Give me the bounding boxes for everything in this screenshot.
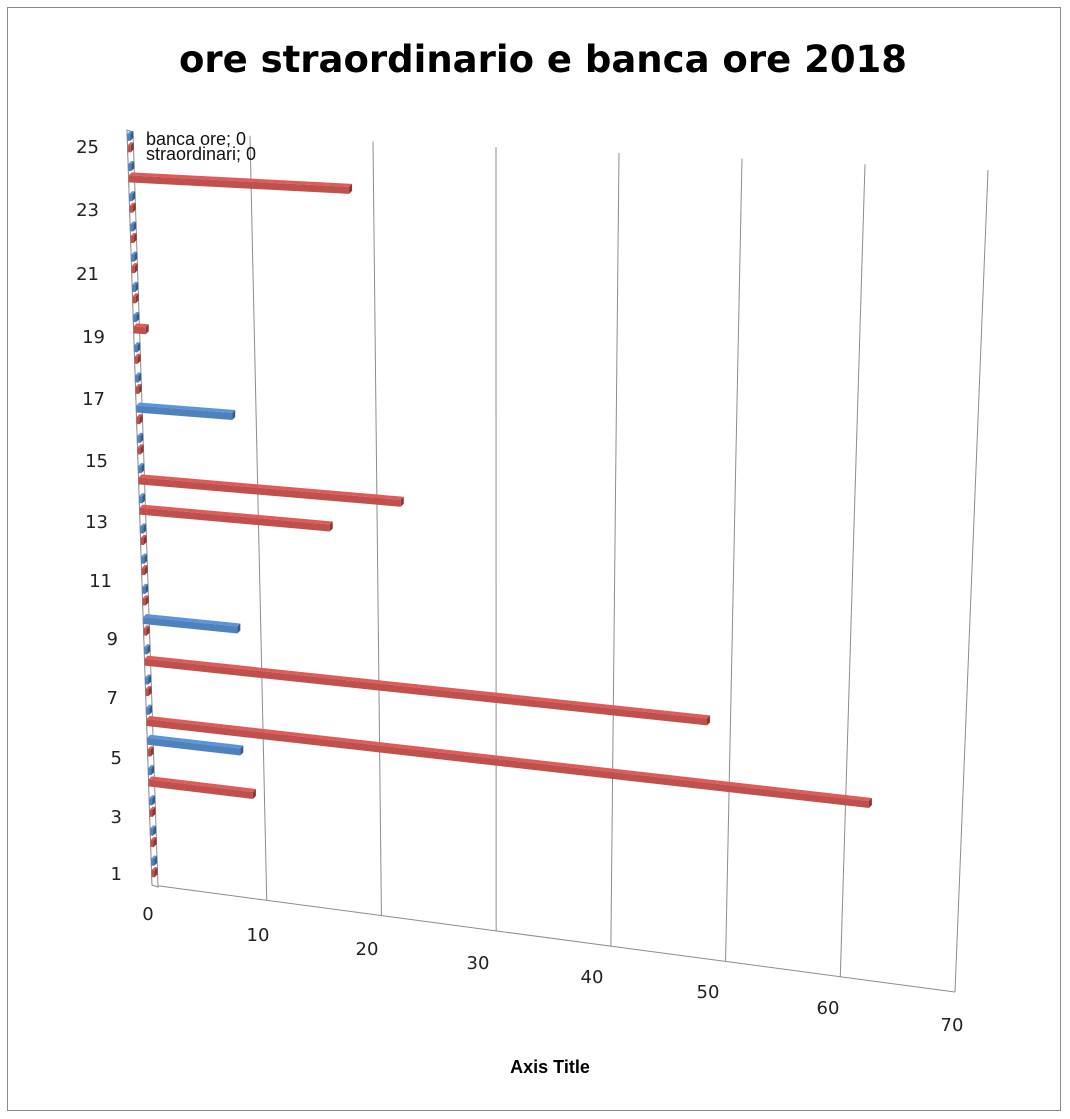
bar-straordinari-2 bbox=[150, 836, 157, 848]
bar-banca-ore-4 bbox=[148, 764, 155, 776]
y-tick-label: 25 bbox=[76, 137, 99, 158]
bar-banca-ore-21 bbox=[131, 251, 138, 262]
y-tick-label: 15 bbox=[85, 451, 108, 472]
x-tick-label: 0 bbox=[142, 904, 153, 925]
chart-title: ore straordinario e banca ore 2018 bbox=[178, 38, 908, 81]
bar-banca-ore-14 bbox=[138, 462, 145, 474]
gridline-x-40 bbox=[610, 152, 620, 947]
bar-banca-ore-8 bbox=[144, 644, 151, 655]
bar-straordinari-4 bbox=[148, 776, 256, 800]
grid-layer bbox=[126, 129, 989, 993]
bar-banca-ore-24 bbox=[128, 160, 135, 172]
bar-banca-ore-15 bbox=[137, 432, 144, 443]
bar-straordinari-10 bbox=[142, 595, 149, 606]
chart-frame bbox=[7, 7, 1061, 1111]
bar-banca-ore-11 bbox=[141, 553, 148, 564]
bar-straordinari-8 bbox=[144, 655, 710, 726]
bar-straordinari-3 bbox=[149, 806, 156, 817]
y-tick-label: 17 bbox=[82, 389, 105, 410]
x-axis-title: Axis Title bbox=[510, 1057, 590, 1077]
y-tick-label: 3 bbox=[111, 807, 122, 828]
bar-banca-ore-5 bbox=[147, 734, 244, 756]
bar-banca-ore-10 bbox=[142, 583, 149, 595]
bar-straordinari-15 bbox=[137, 444, 144, 455]
y-tick-label: 9 bbox=[107, 629, 118, 650]
bar-straordinari-11 bbox=[141, 565, 148, 576]
bar-straordinari-22 bbox=[130, 232, 137, 244]
bar-banca-ore-17 bbox=[135, 372, 142, 383]
bar-straordinari-25 bbox=[127, 142, 134, 153]
gridline-x-20 bbox=[372, 141, 382, 916]
bar-straordinari-1 bbox=[151, 867, 158, 878]
y-tick-label: 5 bbox=[111, 748, 122, 769]
x-tick-label: 60 bbox=[817, 998, 840, 1019]
bar-straordinari-23 bbox=[129, 202, 136, 213]
bar-banca-ore-13 bbox=[139, 493, 146, 504]
bar-straordinari-7 bbox=[145, 685, 152, 697]
y-tick-label: 11 bbox=[89, 571, 112, 592]
bar-banca-ore-20 bbox=[132, 281, 139, 292]
bar-straordinari-24 bbox=[128, 172, 353, 194]
x-tick-label: 50 bbox=[697, 982, 720, 1003]
x-tick-label: 30 bbox=[467, 953, 490, 974]
gridline-x-70 bbox=[954, 169, 989, 993]
y-tick-label: 1 bbox=[111, 864, 122, 885]
y-tick-label: 13 bbox=[85, 512, 108, 533]
y-tick-label: 7 bbox=[107, 688, 118, 709]
bar-straordinari-14 bbox=[138, 474, 404, 507]
bar-straordinari-12 bbox=[140, 534, 147, 546]
bar-banca-ore-9 bbox=[143, 613, 241, 634]
bar-straordinari-19 bbox=[133, 323, 149, 335]
bar-banca-ore-2 bbox=[150, 825, 157, 836]
gridline-x-60 bbox=[839, 164, 866, 977]
y-tick-label: 19 bbox=[82, 327, 105, 348]
bar-banca-ore-7 bbox=[145, 674, 152, 685]
bar-straordinari-17 bbox=[135, 383, 142, 395]
x-tick-label: 40 bbox=[581, 967, 604, 988]
bar-straordinari-13 bbox=[139, 504, 333, 532]
bar-banca-ore-18 bbox=[134, 342, 141, 353]
bar-straordinari-16 bbox=[136, 414, 143, 425]
data-label: straordinari; 0 bbox=[146, 144, 256, 164]
bar-banca-ore-16 bbox=[136, 402, 236, 420]
bar-banca-ore-22 bbox=[130, 221, 137, 232]
bar-straordinari-6 bbox=[146, 716, 872, 809]
bar-banca-ore-12 bbox=[140, 523, 147, 534]
bar-straordinari-18 bbox=[134, 353, 141, 364]
bar-banca-ore-23 bbox=[129, 191, 136, 202]
gridline-x-50 bbox=[725, 158, 743, 962]
bar-straordinari-5 bbox=[147, 746, 154, 757]
bar-banca-ore-6 bbox=[146, 704, 153, 715]
bar-straordinari-20 bbox=[132, 293, 139, 304]
floor-edge bbox=[151, 884, 956, 993]
y-tick-label: 23 bbox=[76, 200, 99, 221]
x-tick-label: 70 bbox=[941, 1015, 964, 1036]
x-tick-label: 10 bbox=[247, 925, 270, 946]
bar-straordinari-9 bbox=[143, 625, 150, 636]
bar-banca-ore-19 bbox=[133, 311, 140, 323]
data-label: banca ore; 0 bbox=[146, 129, 246, 149]
x-tick-label: 20 bbox=[356, 939, 379, 960]
bar-layer bbox=[127, 130, 872, 878]
bar-banca-ore-25 bbox=[127, 130, 134, 141]
y-tick-label: 21 bbox=[76, 264, 99, 285]
bar-banca-ore-3 bbox=[149, 795, 156, 806]
bar-banca-ore-1 bbox=[151, 855, 158, 866]
bar-straordinari-21 bbox=[131, 263, 138, 274]
